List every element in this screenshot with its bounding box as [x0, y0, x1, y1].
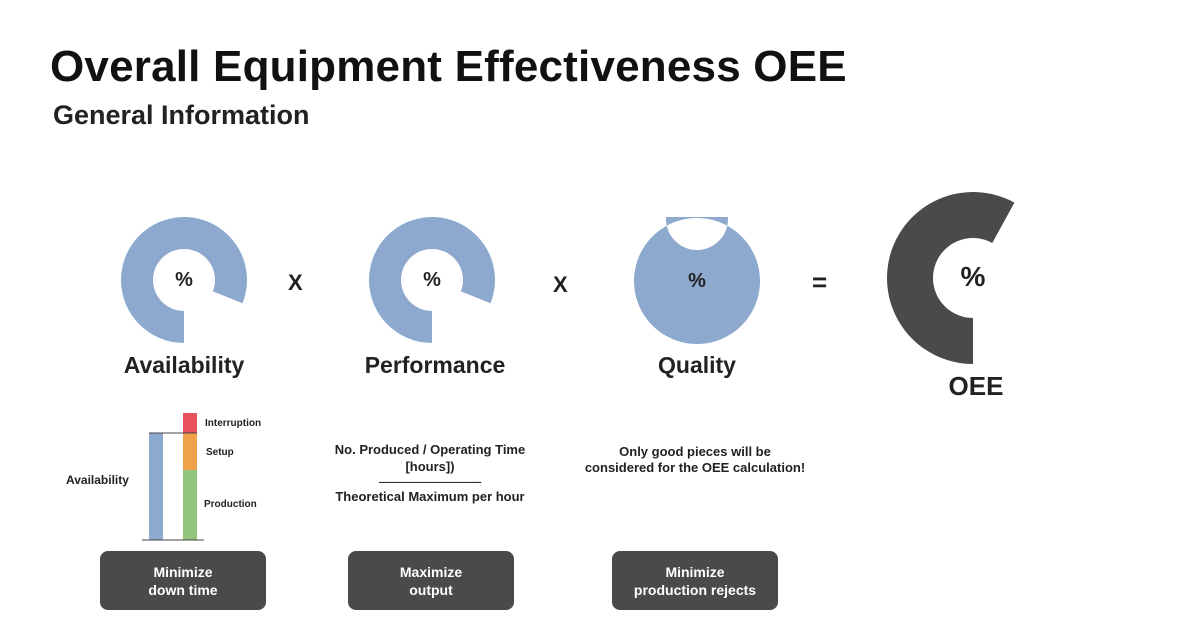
formula-numerator-2: [hours]) — [405, 459, 455, 474]
oee-gauge — [887, 192, 1015, 364]
quality-percent: % — [688, 270, 706, 292]
quality-label: Quality — [658, 352, 736, 378]
button-line-1: Minimize — [153, 563, 213, 580]
formula-divider: ----------------------------------------… — [378, 477, 482, 487]
button-line-2: output — [409, 581, 453, 598]
oee-percent: % — [960, 261, 986, 292]
performance-label: Performance — [364, 352, 506, 378]
quality-gauge — [633, 217, 760, 344]
availability-axis-label: Availability — [66, 473, 129, 487]
availability-percent: % — [175, 269, 193, 291]
multiply-sign-1: X — [288, 270, 303, 295]
multiply-sign-2: X — [553, 272, 568, 297]
button-line-2: production rejects — [633, 581, 757, 598]
production-label: Production — [204, 499, 257, 510]
oee-label: OEE — [948, 371, 1004, 401]
page-subtitle: General Information — [53, 100, 310, 130]
button-line-2: down time — [148, 581, 218, 598]
quality-note-line-1: Only good pieces will be — [619, 444, 771, 459]
performance-gauge — [369, 217, 495, 343]
maximize-output-button[interactable]: Maximize output — [348, 551, 514, 610]
availability-gauge — [121, 217, 247, 343]
page-title: Overall Equipment Effectiveness OEE — [50, 42, 847, 91]
formula-denominator: Theoretical Maximum per hour — [335, 489, 525, 504]
equals-sign: = — [812, 267, 828, 297]
gauge-arc — [121, 217, 247, 343]
setup-segment — [183, 433, 197, 470]
button-line-1: Maximize — [399, 563, 463, 580]
availability-label: Availability — [123, 352, 245, 378]
interruption-label: Interruption — [205, 418, 262, 429]
gauge-arc — [887, 192, 1015, 364]
gauge-arc — [369, 217, 495, 343]
interruption-segment — [183, 413, 197, 433]
button-line-1: Minimize — [665, 563, 725, 580]
minimize-down-time-button[interactable]: Minimize down time — [100, 551, 266, 610]
setup-label: Setup — [206, 447, 234, 458]
formula-numerator-1: No. Produced / Operating Time — [334, 442, 526, 457]
minimize-production-rejects-button[interactable]: Minimize production rejects — [612, 551, 778, 610]
quality-note-line-2: considered for the OEE calculation! — [584, 460, 806, 475]
gauge-ring — [633, 217, 760, 344]
total-time-bar — [149, 433, 163, 540]
performance-percent: % — [423, 269, 441, 291]
availability-stack-chart — [142, 413, 204, 541]
production-segment — [183, 470, 197, 540]
